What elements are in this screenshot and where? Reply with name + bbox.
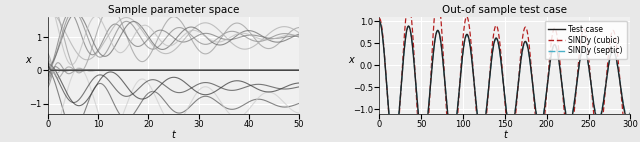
- X-axis label: t: t: [503, 130, 507, 140]
- Line: SINDy (septic): SINDy (septic): [380, 21, 630, 142]
- Y-axis label: x: x: [349, 55, 355, 65]
- SINDy (septic): [376, 21, 383, 22]
- Test case: [620, 104, 627, 106]
- SINDy (septic): [498, 65, 506, 67]
- Legend: Test case, SINDy (cubic), SINDy (septic): Test case, SINDy (cubic), SINDy (septic): [545, 21, 627, 59]
- SINDy (cubic): [498, 62, 506, 63]
- SINDy (septic): [388, 140, 396, 142]
- Test case: [376, 21, 383, 22]
- SINDy (cubic): [627, 129, 634, 131]
- Test case: [620, 103, 627, 105]
- Test case: [627, 112, 634, 114]
- Title: Sample parameter space: Sample parameter space: [108, 5, 239, 15]
- Test case: [388, 141, 396, 142]
- SINDy (cubic): [491, 26, 499, 28]
- SINDy (septic): [627, 110, 634, 111]
- SINDy (cubic): [573, 75, 581, 77]
- Test case: [491, 39, 499, 41]
- Test case: [573, 79, 581, 81]
- SINDy (septic): [491, 40, 499, 42]
- SINDy (cubic): [620, 116, 627, 118]
- SINDy (septic): [620, 102, 627, 103]
- Test case: [498, 65, 506, 67]
- Line: Test case: Test case: [380, 21, 630, 142]
- Line: SINDy (cubic): SINDy (cubic): [380, 0, 630, 142]
- X-axis label: t: t: [172, 130, 175, 140]
- SINDy (septic): [573, 79, 581, 81]
- SINDy (cubic): [376, 18, 383, 19]
- SINDy (cubic): [620, 117, 627, 119]
- SINDy (septic): [620, 102, 627, 104]
- Y-axis label: x: x: [25, 55, 31, 65]
- Title: Out-of sample test case: Out-of sample test case: [442, 5, 568, 15]
